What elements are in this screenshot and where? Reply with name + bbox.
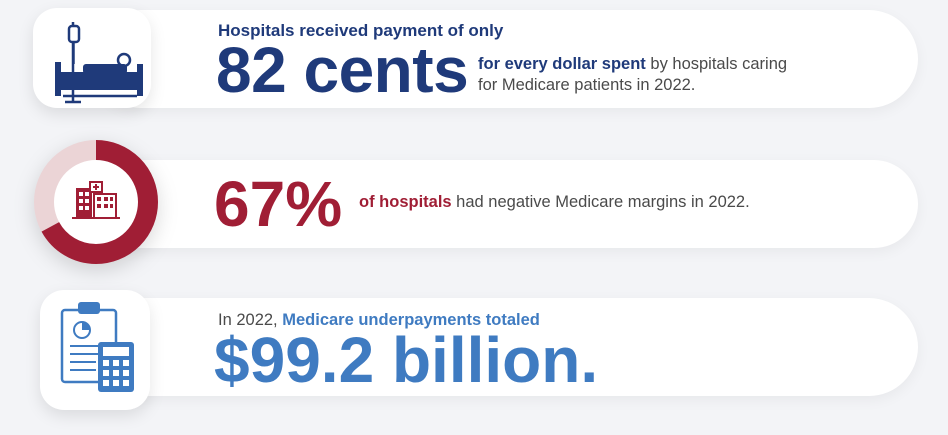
payment-desc-bold: for every dollar spent: [478, 55, 646, 73]
underpayments-lead-bold: Medicare underpayments totaled: [282, 311, 540, 329]
margins-description: of hospitals had negative Medicare margi…: [359, 193, 750, 212]
underpayments-lead-prefix: In 2022,: [218, 311, 283, 329]
donut-value-arc: [34, 140, 158, 264]
payment-desc-line2: for Medicare patients in 2022.: [478, 76, 696, 94]
margins-desc-bold: of hospitals: [359, 193, 452, 211]
stat-card-margins: [92, 160, 918, 248]
icon-badge-bed: [33, 8, 151, 108]
hospital-bed-icon: [55, 22, 143, 104]
payment-desc-rest: by hospitals caring: [645, 55, 788, 73]
donut-chart: [32, 138, 160, 266]
payment-description: for every dollar spent by hospitals cari…: [478, 54, 787, 96]
underpayments-big-number: $99.2 billion.: [214, 324, 599, 396]
margins-big-number: 67%: [214, 168, 343, 240]
stat-card-payment: [92, 10, 918, 108]
payment-lead-text: Hospitals received payment of only: [218, 21, 504, 40]
underpayments-lead: In 2022, Medicare underpayments totaled: [218, 311, 540, 330]
stat-card-underpayments: [92, 298, 918, 396]
clipboard-calculator-icon: [60, 302, 134, 392]
hospital-building-icon: [72, 181, 120, 219]
payment-big-number: 82 cents: [216, 34, 469, 106]
margins-desc-rest: had negative Medicare margins in 2022.: [451, 193, 750, 211]
icon-badge-clipboard: [40, 290, 150, 410]
